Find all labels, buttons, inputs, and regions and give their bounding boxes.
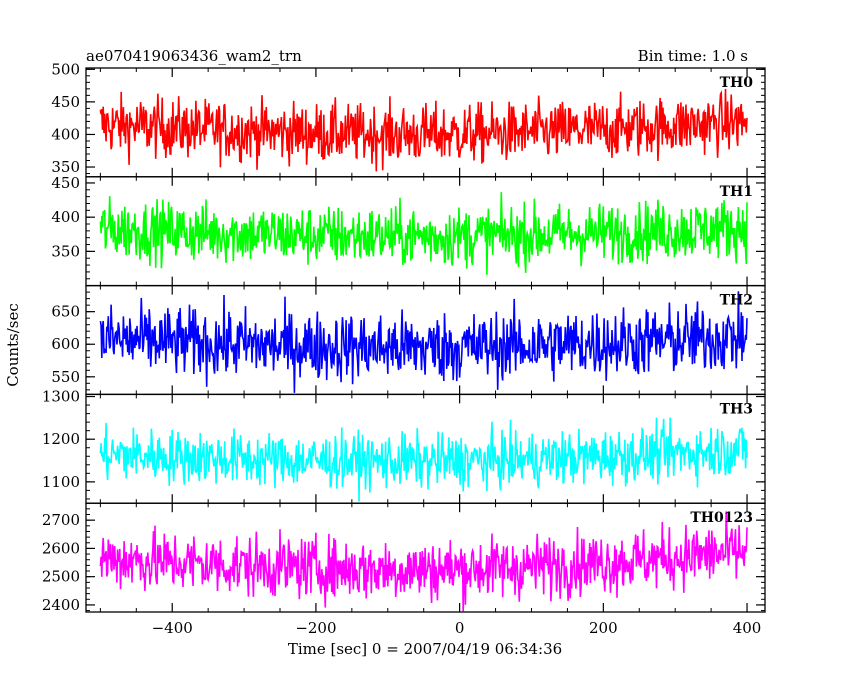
y-tick-label: 2400: [42, 596, 80, 614]
panel-label-th1: TH1: [720, 184, 753, 200]
y-tick-label: 2500: [42, 568, 80, 586]
y-tick-label: 550: [51, 368, 80, 386]
series-line-th2: [99, 291, 748, 393]
panel-label-th2: TH2: [720, 293, 753, 309]
x-tick-label: 0: [455, 619, 465, 637]
x-tick-label: 200: [589, 619, 618, 637]
y-tick-label: 400: [51, 125, 80, 143]
y-tick-label: 350: [51, 242, 80, 260]
panel-frame: [85, 502, 766, 613]
y-tick-label: 650: [51, 303, 80, 321]
series-line-th0: [99, 88, 748, 172]
series-line-th1: [99, 192, 748, 275]
panel-label-th3: TH3: [720, 401, 753, 417]
panel-th0: 350 400 450 500 TH0: [51, 60, 766, 178]
y-tick-label: 1100: [42, 473, 80, 491]
x-tick-label: −400: [152, 619, 193, 637]
y-tick-label: 450: [51, 93, 80, 111]
y-tick-label: 2700: [42, 511, 80, 529]
y-axis-label: Counts/sec: [4, 303, 22, 387]
y-tick-label: 1200: [42, 430, 80, 448]
panel-label-th0123: TH0123: [690, 510, 753, 526]
panel-th0123: 2400 2500 2600 2700 TH0123: [42, 502, 766, 614]
panels-group: 350 400 450 500 TH0 350 400 450 TH1 550 600 650 TH2 1…: [42, 60, 766, 637]
y-tick-label: 450: [51, 174, 80, 192]
y-tick-label: 2600: [42, 539, 80, 557]
x-tick-label: −200: [295, 619, 336, 637]
panel-label-th0: TH0: [720, 75, 754, 91]
y-tick-label: 400: [51, 208, 80, 226]
panel-th2: 550 600 650 TH2: [51, 284, 766, 396]
x-tick-label: 400: [733, 619, 762, 637]
series-line-th0123: [99, 511, 748, 612]
panel-th1: 350 400 450 TH1: [51, 174, 766, 287]
plot-title-right: Bin time: 1.0 s: [638, 47, 748, 65]
panel-th3: 1100 1200 1300 TH3: [42, 388, 766, 504]
plot-title-left: ae070419063436_wam2_trn: [86, 47, 302, 65]
y-tick-label: 350: [51, 158, 80, 176]
y-tick-label: 600: [51, 335, 80, 353]
y-tick-label: 1300: [42, 388, 80, 406]
y-tick-label: 500: [51, 60, 80, 78]
series-line-th3: [99, 417, 748, 502]
x-axis-label: Time [sec] 0 = 2007/04/19 06:34:36: [288, 640, 562, 658]
